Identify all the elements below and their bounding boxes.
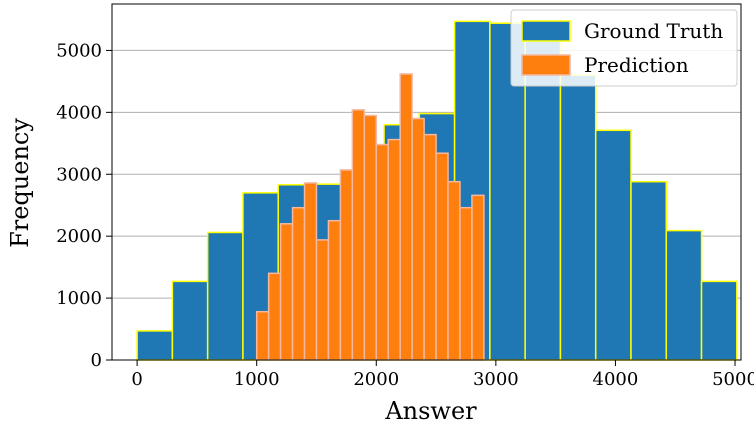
ground-truth-bar [594,129,632,361]
prediction-bar [435,152,449,361]
y-tick-label: 4000 [56,102,102,123]
y-tick-label: 1000 [56,288,102,309]
prediction-bar [459,206,473,361]
x-tick-label: 4000 [593,369,639,390]
y-tick-label: 5000 [56,40,102,61]
axes [111,3,742,361]
x-tick-label: 3000 [473,369,519,390]
prediction-bar [255,310,270,361]
prediction-bar [267,272,282,361]
ground-truth-bar [630,180,668,361]
prediction-bar [315,239,330,361]
legend-label-prediction: Prediction [584,53,689,77]
prediction-bar [423,133,437,361]
y-ticks: 0 1000 2000 3000 4000 5000 [56,40,112,371]
ground-truth-bar [559,74,597,361]
x-tick-label: 0 [131,369,142,390]
prediction-bar [447,180,461,361]
prediction-bar [327,219,342,361]
legend: Ground Truth Prediction [510,9,738,87]
prediction-bar [291,206,306,361]
prediction-bar [339,169,354,361]
legend-swatch-prediction [521,54,571,76]
prediction-bar [363,114,378,361]
ground-truth-bar [136,330,174,361]
ground-truth-bar [665,229,703,361]
prediction-bar [411,117,425,361]
prediction-bar [399,73,413,361]
prediction-bar [279,223,294,361]
x-ticks: 0 1000 2000 3000 4000 5000 [131,360,754,390]
ground-truth-bar [206,231,244,361]
y-axis-title: Frequency [6,118,34,248]
prediction-bar [303,182,318,361]
plot-frame [111,3,742,361]
prediction-bar [351,109,366,361]
x-tick-label: 2000 [353,369,399,390]
legend-label-ground-truth: Ground Truth [584,19,723,43]
prediction-bars [255,73,485,361]
x-axis-title: Answer [384,397,477,425]
prediction-bar [387,138,401,361]
ground-truth-bar [171,280,209,361]
prediction-bar [471,194,485,361]
y-tick-label: 0 [91,350,102,371]
prediction-bar [375,143,389,361]
ground-truth-bar [700,280,738,361]
legend-swatch-ground-truth [521,20,571,42]
x-tick-label: 1000 [234,369,280,390]
y-tick-label: 3000 [56,164,102,185]
y-tick-label: 2000 [56,226,102,247]
x-tick-label: 5000 [712,369,754,390]
